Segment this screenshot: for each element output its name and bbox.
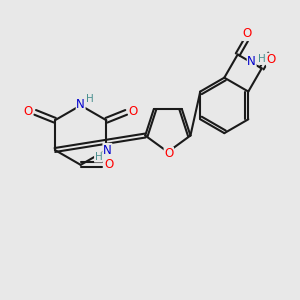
Text: O: O: [242, 28, 252, 40]
Text: O: O: [105, 158, 114, 171]
Text: O: O: [128, 105, 138, 118]
Text: H: H: [94, 152, 102, 162]
Text: H: H: [86, 94, 93, 104]
Text: O: O: [164, 148, 173, 160]
Text: H: H: [258, 55, 266, 64]
Text: N: N: [103, 143, 112, 157]
Text: N: N: [76, 98, 85, 111]
Text: N: N: [247, 55, 256, 68]
Text: O: O: [23, 105, 33, 118]
Text: O: O: [266, 53, 276, 66]
